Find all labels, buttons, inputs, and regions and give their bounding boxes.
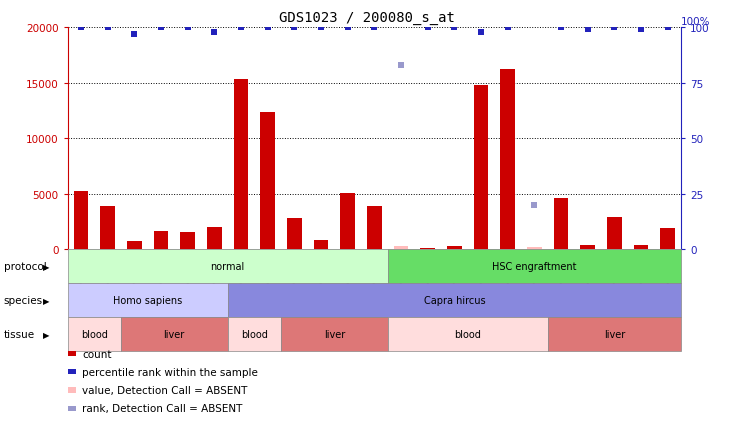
- Bar: [101, 207, 115, 250]
- Bar: [207, 227, 222, 250]
- Text: species: species: [4, 296, 43, 306]
- Text: Homo sapiens: Homo sapiens: [113, 296, 182, 306]
- Text: liver: liver: [324, 329, 345, 339]
- Text: value, Detection Call = ABSENT: value, Detection Call = ABSENT: [82, 385, 247, 395]
- Bar: [313, 241, 328, 250]
- Bar: [287, 219, 302, 250]
- Text: tissue: tissue: [4, 329, 34, 339]
- Text: blood: blood: [454, 329, 482, 339]
- Text: Capra hircus: Capra hircus: [424, 296, 485, 306]
- Text: GDS1023 / 200080_s_at: GDS1023 / 200080_s_at: [279, 11, 455, 25]
- Text: liver: liver: [604, 329, 625, 339]
- Bar: [447, 246, 462, 250]
- Bar: [527, 247, 542, 250]
- Text: 100%: 100%: [681, 17, 711, 27]
- Text: liver: liver: [164, 329, 185, 339]
- Bar: [661, 229, 675, 250]
- Text: HSC engraftment: HSC engraftment: [493, 262, 577, 272]
- Bar: [607, 217, 622, 250]
- Bar: [581, 245, 595, 250]
- Text: ▶: ▶: [43, 330, 49, 339]
- Text: ▶: ▶: [43, 296, 49, 305]
- Bar: [127, 241, 142, 250]
- Bar: [233, 80, 248, 250]
- Bar: [393, 246, 408, 250]
- Text: rank, Detection Call = ABSENT: rank, Detection Call = ABSENT: [82, 404, 242, 413]
- Bar: [367, 207, 382, 250]
- Bar: [473, 86, 488, 250]
- Bar: [261, 112, 275, 250]
- Text: normal: normal: [211, 262, 244, 272]
- Text: ▶: ▶: [43, 262, 49, 271]
- Text: percentile rank within the sample: percentile rank within the sample: [82, 367, 258, 377]
- Bar: [73, 192, 88, 250]
- Bar: [501, 70, 515, 250]
- Text: count: count: [82, 349, 112, 358]
- Bar: [153, 232, 168, 250]
- Bar: [181, 233, 195, 250]
- Bar: [341, 193, 355, 250]
- Text: blood: blood: [81, 329, 108, 339]
- Bar: [421, 248, 435, 250]
- Bar: [633, 245, 648, 250]
- Text: protocol: protocol: [4, 262, 46, 272]
- Bar: [553, 199, 568, 250]
- Text: blood: blood: [241, 329, 268, 339]
